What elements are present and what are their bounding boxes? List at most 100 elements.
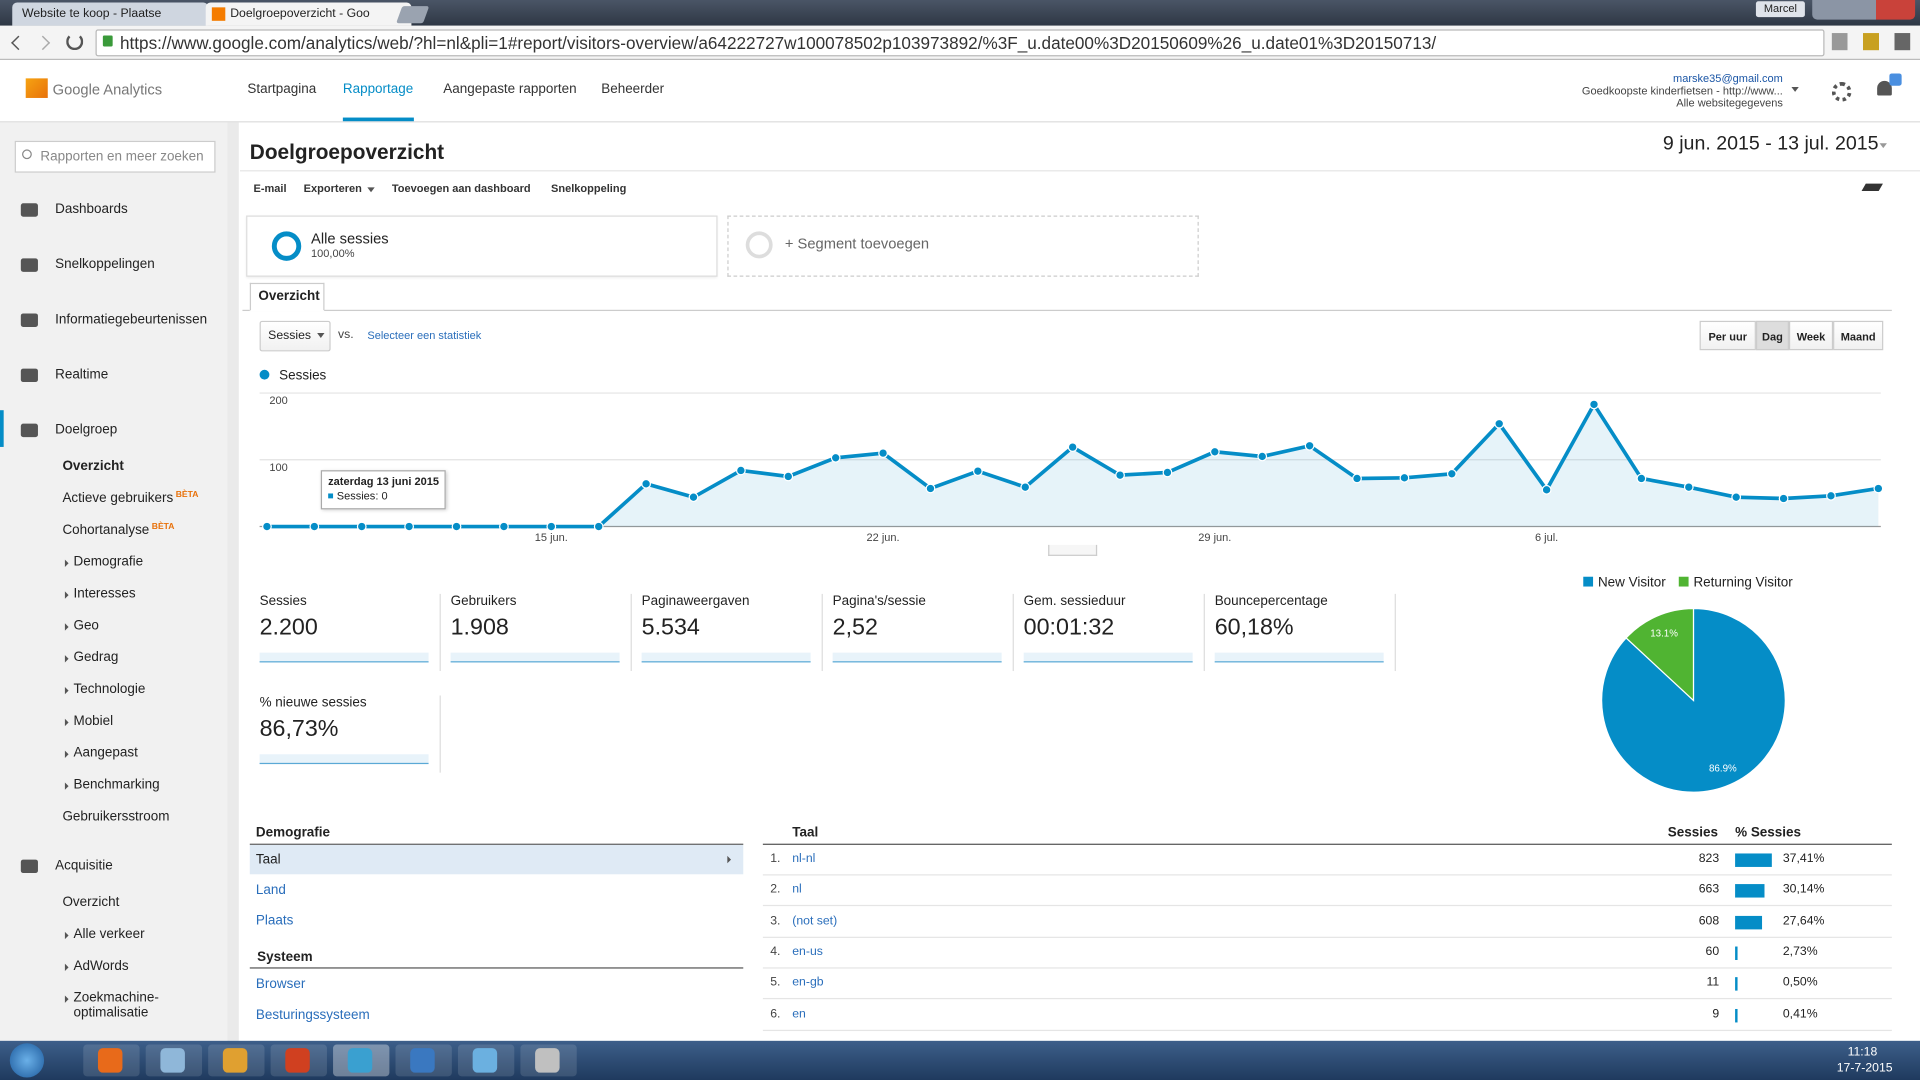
sidebar-subitem[interactable]: AdWords [73, 958, 129, 974]
point [1162, 467, 1173, 478]
row-rank: 6. [770, 1007, 781, 1021]
sidebar-subitem[interactable]: Mobiel [73, 713, 114, 729]
row-name[interactable]: en-gb [792, 976, 824, 990]
expand-arrow [64, 963, 69, 972]
start-button[interactable] [9, 1043, 45, 1078]
tab-title: Doelgroepoverzicht - Goo [230, 7, 370, 21]
date-caret[interactable] [1879, 143, 1887, 149]
metric-label: Gebruikers [450, 593, 517, 609]
sparkline-frame [259, 652, 429, 663]
account-caret[interactable] [1791, 86, 1799, 92]
row-name[interactable]: (not set) [792, 914, 838, 928]
title-separator [240, 170, 1920, 172]
ga-logo[interactable]: Google Analytics [52, 80, 163, 98]
point [735, 465, 746, 476]
sidebar-item[interactable]: Dashboards [55, 202, 128, 217]
notifications-icon[interactable] [1877, 80, 1892, 96]
sidebar-item[interactable]: Acquisitie [55, 858, 113, 874]
sidebar-subitem[interactable]: Gebruikersstroom [62, 809, 170, 825]
point [404, 521, 415, 532]
sidebar-collapse[interactable] [227, 122, 239, 1041]
row-name[interactable]: nl-nl [792, 852, 816, 866]
sidebar-subitem[interactable]: Interesses [73, 586, 136, 602]
sidebar-subitem[interactable]: Overzicht [62, 895, 120, 910]
point [1494, 418, 1505, 429]
row-divider [762, 998, 1892, 1000]
sidebar-subitem[interactable]: Benchmarking [73, 777, 160, 793]
sidebar-subitem[interactable]: Gedrag [73, 650, 119, 665]
point [1352, 473, 1362, 484]
report-action[interactable]: Exporteren [303, 182, 362, 195]
sidebar-subitem[interactable]: Actieve gebruikers BÈTA [62, 491, 199, 506]
share-bar [1735, 977, 1737, 991]
sidebar-item[interactable]: Realtime [55, 367, 109, 383]
sidebar-item[interactable]: Snelkoppelingen [55, 257, 155, 272]
sidebar-subitem[interactable]: Geo [73, 618, 99, 634]
tab-active[interactable]: Doelgroepoverzicht - Goo [205, 2, 412, 26]
row-share: 27,64% [1782, 914, 1825, 928]
point [1446, 468, 1457, 479]
metric-label: Bouncepercentage [1214, 593, 1328, 609]
row-name[interactable]: en-us [792, 945, 823, 959]
window-controls[interactable] [1812, 0, 1916, 20]
point [1020, 482, 1031, 493]
demographics-title: Demografie [255, 825, 331, 840]
granularity-button[interactable]: Week [1788, 320, 1834, 351]
sidebar-subitem[interactable]: Overzicht [62, 459, 124, 474]
granularity-button[interactable]: Per uur [1699, 320, 1756, 351]
system-item[interactable]: Browser [255, 977, 306, 992]
report-action[interactable]: Toevoegen aan dashboard [391, 182, 531, 195]
row-highlight[interactable] [249, 844, 744, 875]
caret [367, 187, 375, 193]
tab[interactable]: Website te koop - Plaatse [12, 2, 209, 26]
user-badge[interactable]: Marcel [1755, 1, 1805, 18]
sidebar-subitem[interactable]: Aangepast [73, 745, 138, 761]
system-item[interactable]: Besturingssysteem [255, 1007, 370, 1023]
point [356, 521, 367, 532]
address-bar[interactable] [95, 29, 1825, 57]
beta-badge: BÈTA [175, 491, 199, 500]
granularity-button[interactable]: Dag [1755, 320, 1789, 351]
select-metric[interactable]: Selecteer een statistiek [367, 329, 482, 342]
row-name[interactable]: en [792, 1007, 806, 1021]
x-tick-label: 15 jun. [535, 532, 568, 544]
sidebar-subitem[interactable]: Alle verkeer [73, 926, 145, 942]
metric-divider [1203, 593, 1205, 672]
sidebar-subitem[interactable]: Cohortanalyse BÈTA [62, 522, 175, 538]
report-tab[interactable]: Overzicht [249, 282, 325, 312]
pie-slice [1625, 607, 1695, 702]
account-property[interactable]: Goedkoopste kinderfietsen - http://www..… [1581, 84, 1783, 97]
demographics-item[interactable]: Plaats [255, 913, 294, 929]
sidebar-subitem[interactable]: Demografie [73, 554, 144, 570]
date-range[interactable]: 9 jun. 2015 - 13 jul. 2015 [1662, 133, 1879, 155]
sidebar [0, 122, 229, 1041]
sidebar-item[interactable]: Informatiegebeurtenissen [55, 312, 208, 327]
report-action[interactable]: E-mail [253, 182, 287, 195]
clock-time: 11:18 [1847, 1045, 1878, 1060]
nav-item[interactable]: Rapportage [342, 82, 414, 97]
row-share: 30,14% [1782, 883, 1825, 897]
search-box[interactable] [14, 140, 216, 173]
demographics-item[interactable]: Taal [255, 852, 281, 867]
row-share: 0,41% [1782, 1007, 1818, 1021]
metric-divider [439, 695, 441, 773]
row-name[interactable]: nl [792, 883, 802, 897]
report-action[interactable]: Snelkoppeling [551, 182, 627, 195]
segment-card[interactable] [246, 215, 718, 277]
settings-icon[interactable] [1831, 82, 1852, 102]
sidebar-item[interactable]: Doelgroep [55, 422, 118, 438]
nav-item[interactable]: Aangepaste rapporten [443, 82, 577, 97]
nav-item[interactable]: Beheerder [601, 82, 665, 97]
add-segment-card[interactable] [727, 215, 1199, 277]
row-divider [762, 874, 1892, 876]
nav-item[interactable]: Startpagina [247, 82, 317, 97]
account-email[interactable]: marske35@gmail.com [1673, 72, 1783, 85]
reload-button[interactable] [66, 33, 84, 51]
row-sessions: 608 [1698, 914, 1720, 928]
chart-handle[interactable] [1048, 544, 1098, 556]
demographics-item[interactable]: Land [255, 882, 286, 898]
account-view[interactable]: Alle websitegegevens [1676, 96, 1783, 109]
granularity-button[interactable]: Maand [1833, 320, 1884, 351]
sidebar-subitem[interactable]: Zoekmachine-optimalisatie [73, 990, 159, 1020]
sidebar-subitem[interactable]: Technologie [73, 682, 146, 697]
